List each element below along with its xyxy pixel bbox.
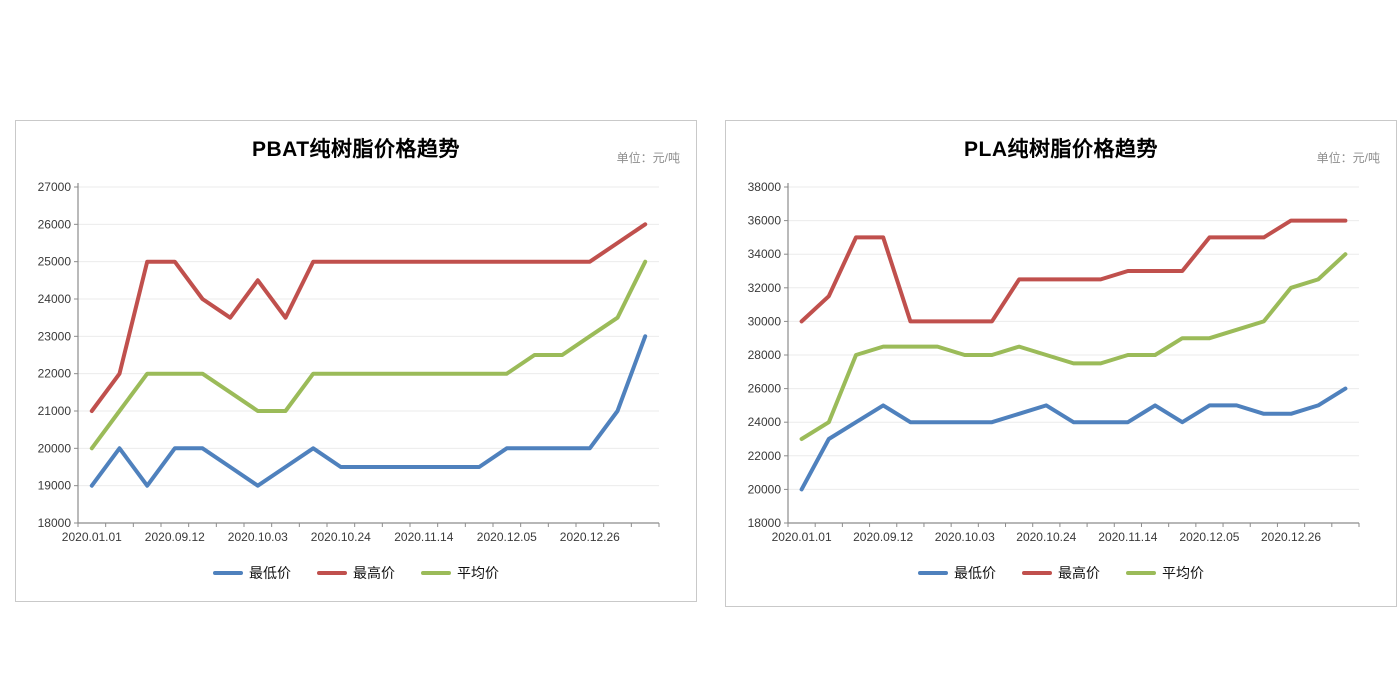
- pla-plot-area: 18000 20000 22000 24000 26000 28000 30000 32000…: [748, 180, 1360, 544]
- series-line-average: [799, 252, 1348, 441]
- legend-label-lowest: 最低价: [954, 565, 996, 581]
- y-axis-label: 18000: [38, 516, 72, 530]
- pbat-plot-area: 18000 19000 20000 21000 22000 23000 24000 25000…: [38, 180, 660, 544]
- x-axis-label: 2020.12.05: [477, 530, 537, 544]
- axis-line: [77, 183, 659, 524]
- legend-line-swatch-average: [1126, 571, 1156, 575]
- pbat-chart-title: PBAT纯树脂价格趋势: [251, 138, 461, 161]
- series-line-average: [89, 259, 648, 451]
- legend-label-average: 平均价: [457, 565, 499, 581]
- y-axis-label: 22000: [38, 367, 72, 381]
- y-axis-label: 23000: [38, 329, 72, 343]
- x-axis-label: 2020.09.12: [853, 530, 913, 544]
- x-axis-label: 2020.12.26: [1261, 530, 1321, 544]
- legend-line-swatch-highest: [317, 571, 347, 575]
- series-line-highest: [799, 218, 1348, 324]
- x-axis-label: 2020.01.01: [772, 530, 832, 544]
- y-axis-label: 20000: [748, 482, 782, 496]
- x-axis-label: 2020.10.03: [935, 530, 995, 544]
- axis-line: [787, 183, 1359, 524]
- legend-label-highest: 最高价: [1058, 565, 1100, 581]
- legend-label-highest: 最高价: [353, 565, 395, 581]
- y-axis-label: 21000: [38, 404, 72, 418]
- y-axis-label: 26000: [748, 382, 782, 396]
- legend-item-lowest: 最低价: [918, 563, 996, 583]
- x-axis-label: 2020.11.14: [1098, 530, 1157, 544]
- y-axis-label: 27000: [38, 180, 72, 194]
- y-axis-label: 38000: [748, 180, 782, 194]
- y-axis-label: 24000: [38, 292, 72, 306]
- x-axis-label: 2020.12.26: [560, 530, 620, 544]
- legend-item-lowest: 最低价: [213, 563, 291, 583]
- y-axis-label: 22000: [748, 449, 782, 463]
- pla-legend: 最低价 最高价 平均价: [726, 563, 1396, 583]
- x-axis-label: 2020.10.24: [311, 530, 371, 544]
- x-axis-label: 2020.10.03: [228, 530, 288, 544]
- y-axis-label: 36000: [748, 214, 782, 228]
- y-axis-label: 18000: [748, 516, 782, 530]
- pbat-unit-label: 单位：元/吨: [616, 151, 680, 165]
- y-axis-label: 24000: [748, 415, 782, 429]
- legend-item-highest: 最高价: [317, 563, 395, 583]
- legend-item-average: 平均价: [1126, 563, 1204, 583]
- legend-line-swatch-highest: [1022, 571, 1052, 575]
- legend-line-swatch-lowest: [213, 571, 243, 575]
- y-axis-label: 30000: [748, 314, 782, 328]
- x-axis-label: 2020.09.12: [145, 530, 205, 544]
- pla-chart-panel: PLA纯树脂价格趋势 单位：元/吨 18000 20000 22000 24000 26…: [725, 120, 1397, 607]
- y-axis-label: 28000: [748, 348, 782, 362]
- y-axis-label: 25000: [38, 255, 72, 269]
- legend-line-swatch-lowest: [918, 571, 948, 575]
- legend-item-average: 平均价: [421, 563, 499, 583]
- legend-line-swatch-average: [421, 571, 451, 575]
- legend-label-lowest: 最低价: [249, 565, 291, 581]
- series-line-highest: [89, 222, 648, 413]
- pla-chart-title: PLA纯树脂价格趋势: [964, 138, 1158, 161]
- y-axis-label: 20000: [38, 441, 72, 455]
- y-axis-label: 19000: [38, 479, 72, 493]
- series-line-lowest: [799, 386, 1348, 492]
- pla-unit-label: 单位：元/吨: [1316, 151, 1380, 165]
- x-axis-label: 2020.10.24: [1016, 530, 1076, 544]
- pbat-chart-panel: PBAT纯树脂价格趋势 单位：元/吨 18000 19000 20000 21000 2…: [15, 120, 697, 602]
- x-axis-label: 2020.01.01: [62, 530, 122, 544]
- x-axis-label: 2020.12.05: [1179, 530, 1239, 544]
- x-axis-label: 2020.11.14: [394, 530, 453, 544]
- legend-item-highest: 最高价: [1022, 563, 1100, 583]
- y-axis-label: 32000: [748, 281, 782, 295]
- series-line-lowest: [89, 334, 648, 488]
- legend-label-average: 平均价: [1162, 565, 1204, 581]
- y-axis-label: 26000: [38, 217, 72, 231]
- y-axis-label: 34000: [748, 247, 782, 261]
- pbat-legend: 最低价 最高价 平均价: [16, 563, 696, 583]
